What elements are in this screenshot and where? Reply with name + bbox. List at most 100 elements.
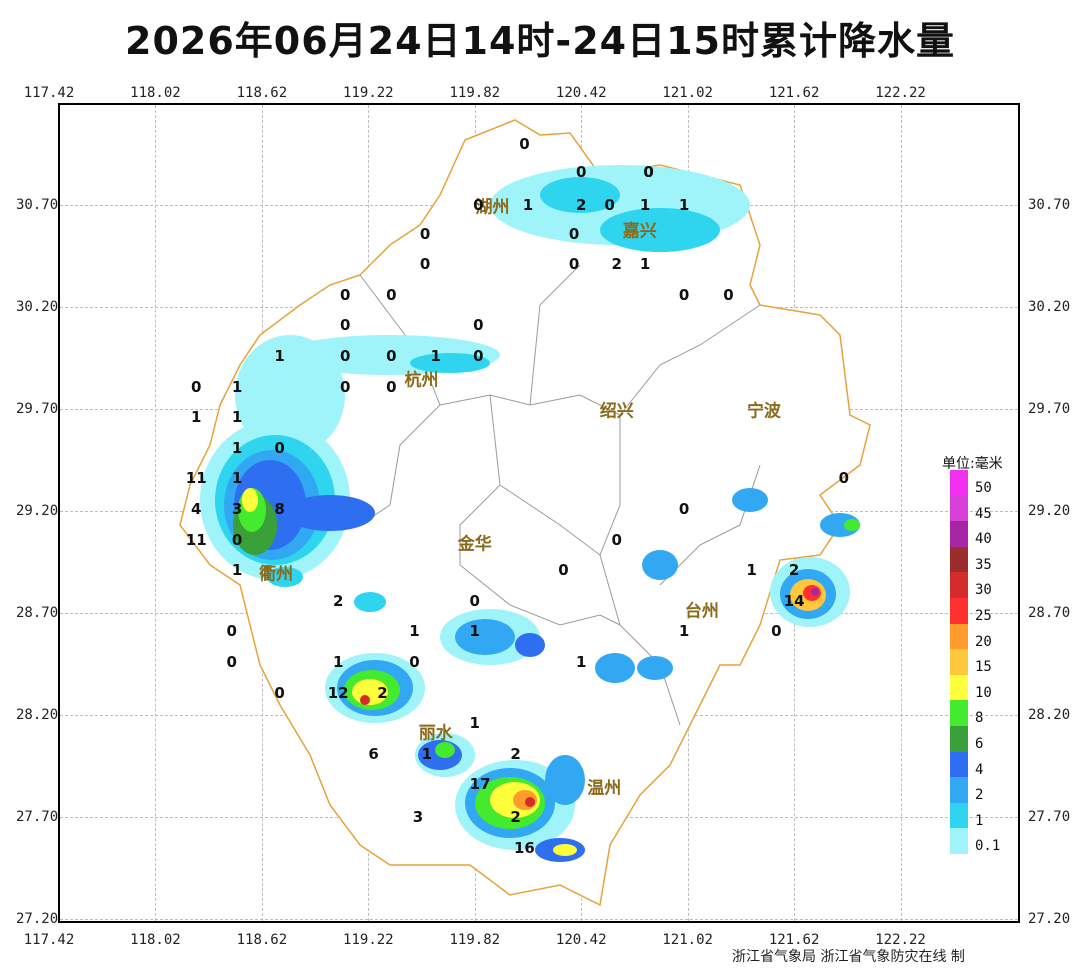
x-tick-label: 118.02 [130,85,181,101]
y-tick-label: 29.20 [16,503,59,519]
legend-swatch [950,521,968,547]
city-label: 衢州 [259,564,294,585]
station-value: 0 [386,346,397,365]
station-value: 1 [231,408,243,427]
legend-swatch [950,546,968,573]
y-tick-label: 30.20 [16,299,59,315]
city-label: 金华 [457,534,492,555]
station-value: 1 [522,196,534,214]
station-value: 0 [568,255,580,274]
station-value: 0 [419,255,431,274]
station-value: 8 [274,499,285,518]
legend-label: 15 [975,659,992,676]
x-tick-label: 118.62 [236,932,288,948]
y-tick-label: 29.20 [1028,503,1071,519]
x-tick-label: 121.62 [768,85,820,101]
legend-label: 10 [975,684,992,701]
station-value: 11 [185,530,207,549]
station-value: 0 [274,438,285,457]
legend-swatch [950,623,968,650]
x-tick-label: 119.22 [343,85,394,101]
map-title: 2026年06月24日14时-24日15时累计降水量 [125,19,955,63]
station-value: 2 [510,744,521,763]
station-value: 0 [473,316,484,335]
station-value: 1 [231,469,243,488]
legend-swatch [950,649,968,675]
legend-swatch [950,828,968,854]
station-value: 0 [473,196,484,214]
legend-swatch [950,495,968,522]
station-value: 0 [604,196,615,214]
station-value: 0 [723,285,734,304]
x-tick-label: 120.42 [555,932,607,948]
station-value: 0 [771,622,782,641]
legend-label: 0.1 [975,838,1001,855]
grid-line-v [155,105,157,921]
y-tick-label: 27.70 [16,809,59,825]
station-value: 0 [611,530,622,549]
station-value: 0 [469,591,480,610]
station-value: 0 [678,499,690,518]
legend-label: 2 [975,787,984,804]
station-value: 1 [231,377,243,396]
legend-label: 20 [975,633,992,650]
legend-swatch [950,726,968,752]
y-tick-label: 28.70 [1028,605,1071,621]
x-tick-label: 119.82 [449,85,501,101]
legend-swatch [950,470,968,496]
station-value: 2 [377,683,388,702]
station-value: 0 [274,683,285,702]
y-tick-label: 30.70 [1028,197,1071,213]
y-tick-label: 30.70 [16,197,59,213]
x-tick-label: 121.62 [768,932,820,948]
x-tick-label: 118.62 [236,85,288,101]
legend-swatch [950,802,968,829]
city-label: 湖州 [475,197,510,218]
y-tick-label: 28.20 [16,707,59,723]
x-tick-label: 121.02 [662,932,713,948]
y-tick-label: 27.70 [1028,809,1071,825]
station-value: 0 [386,285,397,304]
station-value: 0 [340,377,351,396]
station-value: 2 [576,196,587,214]
legend-unit: 单位:毫米 [942,456,1003,472]
station-value: 0 [678,285,690,304]
station-value: 1 [639,255,651,274]
station-value: 0 [226,622,237,641]
station-value: 0 [231,530,243,549]
legend-swatch [950,751,968,778]
station-value: 0 [473,346,484,365]
station-value: 1 [231,561,243,580]
x-tick-label: 117.42 [23,85,75,101]
legend-swatch [950,700,968,726]
station-value: 1 [576,652,587,671]
legend-swatch [950,598,968,624]
city-label: 杭州 [404,370,439,391]
station-value: 1 [430,346,441,365]
x-tick-label: 122.22 [875,85,926,101]
grid-line-v [900,105,902,921]
x-tick-label: 120.42 [555,85,607,101]
precipitation-field [200,165,860,862]
station-value: 1 [421,744,433,763]
legend-label: 8 [975,710,984,727]
station-value: 6 [368,744,379,763]
legend-label: 50 [975,480,992,496]
station-value: 11 [185,469,207,488]
legend-label: 6 [975,736,984,752]
station-value: 1 [191,408,202,427]
station-value: 0 [419,224,431,243]
station-value: 0 [340,346,351,365]
station-value: 0 [838,469,849,488]
station-value: 2 [332,591,344,610]
station-value: 0 [340,285,351,304]
city-label: 宁波 [746,401,781,422]
station-value: 1 [231,438,243,457]
map-canvas [179,119,871,907]
station-value: 0 [226,652,237,671]
x-tick-label: 119.82 [449,932,501,948]
x-tick-label: 121.02 [662,85,713,101]
legend-swatch [950,777,968,803]
station-value: 2 [510,808,521,826]
station-value: 12 [327,683,349,702]
